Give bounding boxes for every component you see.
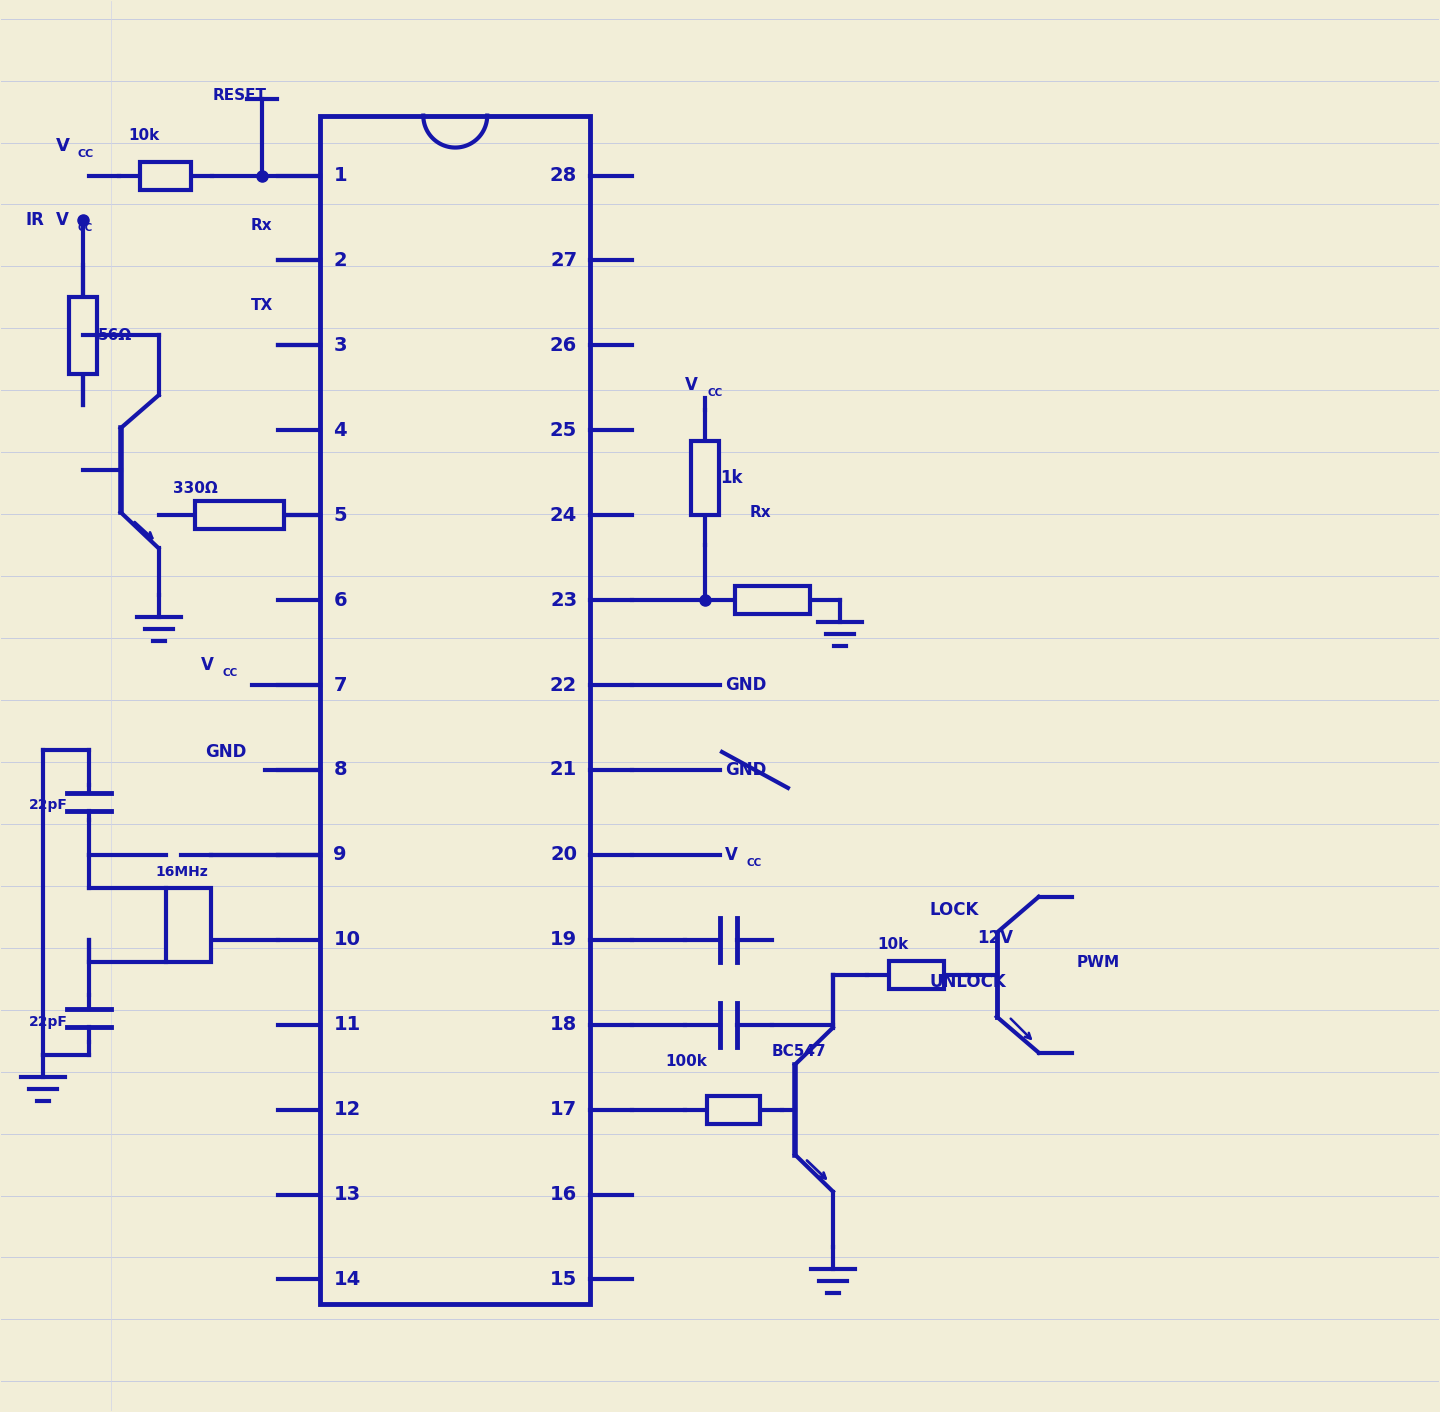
Bar bbox=[707, 1096, 760, 1124]
Text: 6: 6 bbox=[334, 590, 347, 610]
Text: PWM: PWM bbox=[1077, 956, 1120, 970]
Text: GND: GND bbox=[206, 743, 246, 761]
Text: V: V bbox=[724, 846, 737, 864]
Text: 3: 3 bbox=[334, 336, 347, 354]
Bar bbox=[890, 960, 945, 988]
Text: 10: 10 bbox=[334, 931, 360, 949]
Text: 26: 26 bbox=[550, 336, 577, 354]
Text: 22pF: 22pF bbox=[29, 798, 68, 812]
Bar bbox=[320, 116, 590, 1305]
Text: 16: 16 bbox=[550, 1185, 577, 1204]
Text: 16MHz: 16MHz bbox=[156, 864, 209, 878]
Text: V: V bbox=[56, 212, 69, 230]
Text: CC: CC bbox=[223, 668, 238, 678]
Text: V: V bbox=[200, 657, 213, 674]
Text: 18: 18 bbox=[550, 1015, 577, 1034]
Text: 12: 12 bbox=[334, 1100, 360, 1120]
Text: 330Ω: 330Ω bbox=[173, 480, 217, 496]
Text: 23: 23 bbox=[550, 590, 577, 610]
Text: UNLOCK: UNLOCK bbox=[930, 973, 1007, 991]
Text: 11: 11 bbox=[334, 1015, 360, 1034]
Text: 5: 5 bbox=[334, 505, 347, 525]
Text: 28: 28 bbox=[550, 167, 577, 185]
Bar bbox=[140, 161, 192, 189]
Text: 56Ω: 56Ω bbox=[98, 328, 132, 343]
Text: 9: 9 bbox=[334, 846, 347, 864]
Text: 10k: 10k bbox=[128, 128, 160, 143]
Text: 12V: 12V bbox=[976, 929, 1012, 947]
Text: 17: 17 bbox=[550, 1100, 577, 1120]
Text: 4: 4 bbox=[334, 421, 347, 439]
Text: 15: 15 bbox=[550, 1269, 577, 1289]
Bar bbox=[166, 888, 210, 962]
Text: LOCK: LOCK bbox=[930, 901, 979, 919]
Text: CC: CC bbox=[747, 858, 762, 868]
Text: 24: 24 bbox=[550, 505, 577, 525]
Text: 7: 7 bbox=[334, 675, 347, 695]
Text: 1: 1 bbox=[334, 167, 347, 185]
Text: RESET: RESET bbox=[213, 88, 266, 103]
Text: IR: IR bbox=[26, 212, 45, 230]
Bar bbox=[69, 297, 96, 374]
Text: V: V bbox=[685, 377, 698, 394]
Text: 20: 20 bbox=[550, 846, 577, 864]
Text: CC: CC bbox=[78, 223, 94, 233]
Text: 21: 21 bbox=[550, 761, 577, 779]
Text: GND: GND bbox=[724, 676, 766, 695]
Text: 25: 25 bbox=[550, 421, 577, 439]
Text: CC: CC bbox=[78, 148, 94, 158]
Text: BC547: BC547 bbox=[772, 1043, 827, 1059]
Text: 22pF: 22pF bbox=[29, 1015, 68, 1029]
Text: 19: 19 bbox=[550, 931, 577, 949]
Bar bbox=[736, 586, 809, 614]
Text: Rx: Rx bbox=[251, 217, 272, 233]
Text: 1k: 1k bbox=[720, 469, 743, 487]
Bar bbox=[691, 441, 719, 515]
Text: 14: 14 bbox=[334, 1269, 360, 1289]
Text: CC: CC bbox=[707, 388, 723, 398]
Text: 100k: 100k bbox=[665, 1055, 707, 1069]
Text: 10k: 10k bbox=[877, 938, 909, 952]
Bar bbox=[194, 501, 284, 530]
Text: 2: 2 bbox=[334, 251, 347, 270]
Text: 22: 22 bbox=[550, 675, 577, 695]
Text: 13: 13 bbox=[334, 1185, 360, 1204]
Text: Rx: Rx bbox=[750, 504, 772, 520]
Text: 27: 27 bbox=[550, 251, 577, 270]
Text: GND: GND bbox=[724, 761, 766, 779]
Text: TX: TX bbox=[251, 298, 272, 313]
Text: V: V bbox=[56, 137, 69, 154]
Text: 8: 8 bbox=[334, 761, 347, 779]
